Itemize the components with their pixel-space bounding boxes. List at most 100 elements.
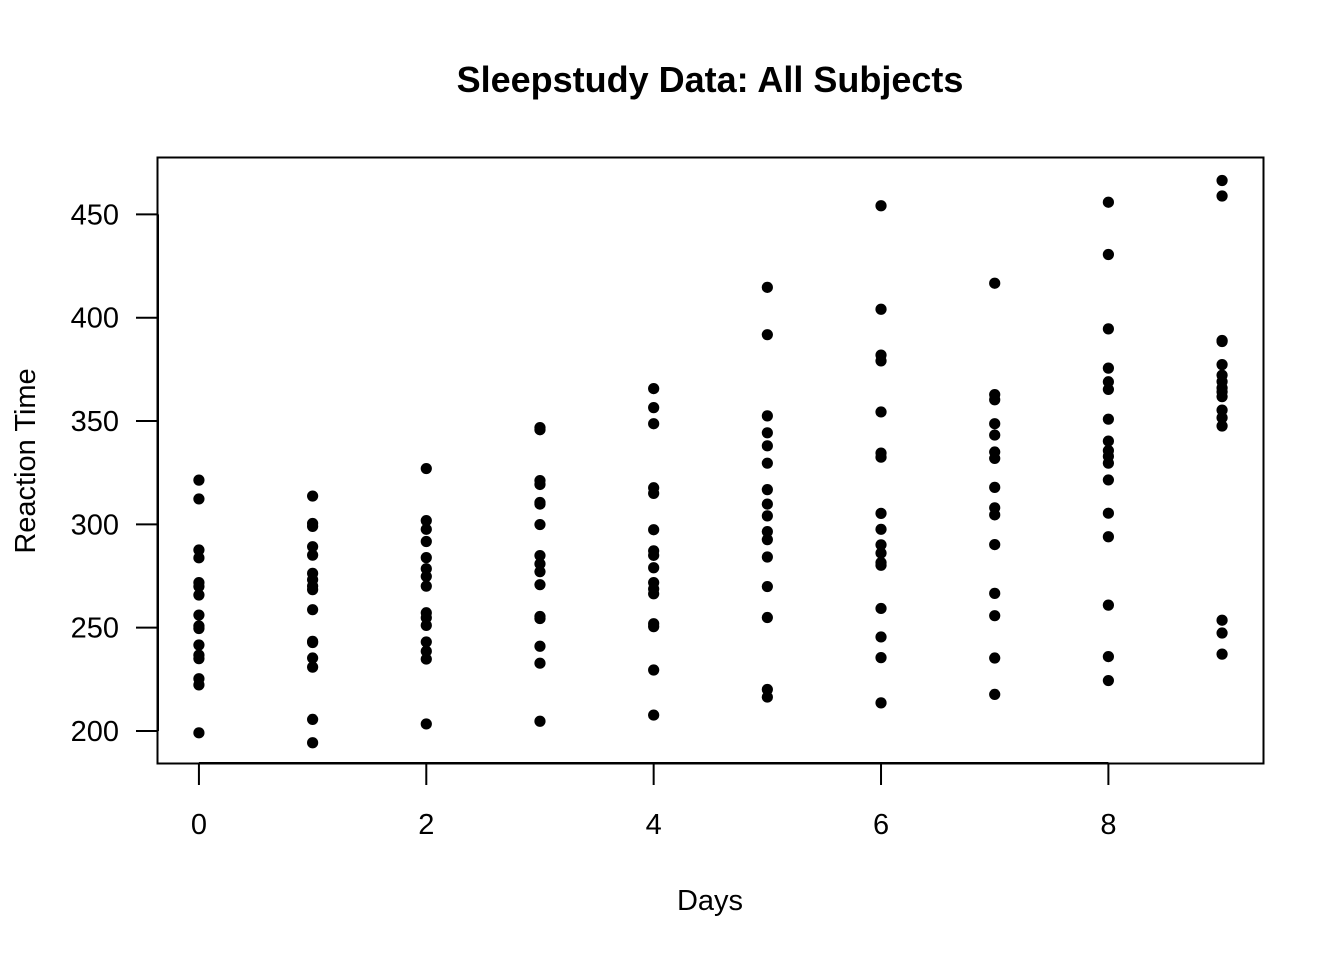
data-point [534,424,546,436]
data-point [989,429,1001,441]
data-point [1216,614,1228,626]
data-point [534,518,546,531]
data-point [761,281,773,293]
data-point [1102,599,1114,611]
data-point [648,588,660,600]
data-point [648,382,660,395]
data-point [761,510,773,522]
data-point [1102,650,1114,663]
plot-frame [156,156,1265,765]
data-point [761,691,773,703]
data-point [648,402,660,414]
x-tick-label: 6 [873,809,889,841]
data-point [534,715,546,727]
data-point [420,645,432,657]
y-axis-label: Reaction Time [10,368,42,553]
data-point [1216,174,1228,187]
y-tick-label: 300 [71,509,119,541]
data-point [420,580,432,592]
data-point [989,481,1001,493]
data-point [420,535,432,548]
data-point [1102,248,1114,261]
data-point [1102,435,1114,447]
data-point [307,541,319,553]
chart-title: Sleepstudy Data: All Subjects [457,59,964,100]
x-tick-label: 8 [1100,809,1116,841]
data-point [875,451,887,463]
data-point [307,661,319,673]
data-point [1102,531,1114,543]
data-point [1102,413,1114,425]
data-point [875,697,887,709]
data-point [307,549,319,561]
data-point [1102,362,1114,374]
data-point [648,621,660,633]
data-point [307,520,319,533]
data-point [307,713,319,726]
data-point [1216,335,1228,348]
data-point [193,679,205,691]
data-point [761,484,773,496]
data-point [1216,420,1228,432]
data-point [193,622,205,635]
x-tick-label: 0 [191,809,207,841]
data-point [534,478,546,491]
data-point [534,549,546,562]
data-point [193,589,205,601]
data-point [648,524,660,536]
data-point [307,636,319,649]
data-point [875,631,887,643]
data-point [193,493,205,505]
data-point [648,664,660,676]
data-point [761,611,773,624]
data-point [534,566,546,578]
x-axis-label: Days [677,885,743,917]
data-point [193,474,205,486]
data-point [989,538,1001,551]
data-point [761,427,773,439]
data-point [307,604,319,616]
x-tick-label: 4 [646,809,662,841]
data-point [875,523,887,535]
data-point [307,584,319,596]
data-point [989,652,1001,664]
data-point [761,440,773,452]
data-point [648,709,660,721]
data-point [420,462,432,475]
data-point [420,570,432,583]
data-point [307,652,319,664]
data-point [420,619,432,631]
data-point [875,200,887,212]
data-point [534,612,546,625]
data-point [761,457,773,469]
data-point [989,688,1001,701]
data-point [1102,323,1114,335]
data-point [1102,674,1114,687]
data-point [761,534,773,546]
data-point [875,547,887,559]
y-axis: 200 250 300 350 400 450 [71,199,159,748]
data-point [875,406,887,418]
data-point [420,653,432,665]
y-tick-label: 400 [71,303,119,335]
data-point [875,355,887,367]
data-point [1216,648,1228,660]
data-point [1216,412,1228,424]
y-tick-label: 450 [71,199,119,231]
x-axis: 0 2 4 6 8 [191,762,1116,841]
data-point [875,559,887,571]
data-point [534,498,546,510]
data-point [648,562,660,574]
data-point [875,652,887,664]
data-point [420,552,432,564]
data-point [193,639,205,651]
data-point [648,549,660,561]
data-point [1216,627,1228,639]
data-point [534,579,546,591]
data-point [420,523,432,535]
data-point [875,602,887,615]
data-point [1102,196,1114,208]
data-point [989,277,1001,289]
y-tick-label: 250 [71,613,119,645]
data-point [761,551,773,563]
